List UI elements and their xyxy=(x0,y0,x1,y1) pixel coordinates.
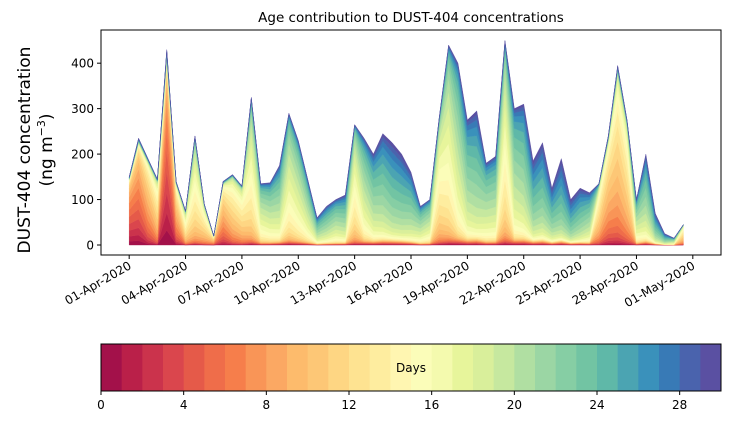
colorbar-swatch xyxy=(473,344,495,391)
colorbar-swatch xyxy=(514,344,536,391)
y-tick-label: 100 xyxy=(71,193,94,207)
y-axis-label-close: ) xyxy=(37,113,57,120)
chart-title: Age contribution to DUST-404 concentrati… xyxy=(258,10,564,26)
colorbar-tick-label: 24 xyxy=(589,398,604,412)
y-tick-label: 0 xyxy=(86,239,94,253)
colorbar-swatch xyxy=(101,344,123,391)
colorbar-frame xyxy=(100,343,722,392)
colorbar-swatch xyxy=(659,344,681,391)
x-axis-ticks: 01-Apr-202004-Apr-202007-Apr-202010-Apr-… xyxy=(62,255,697,310)
colorbar-tick-label: 28 xyxy=(672,398,687,412)
colorbar-tick-label: 20 xyxy=(507,398,522,412)
colorbar-swatch xyxy=(679,344,701,391)
y-axis-label-line2: (ng m−3) xyxy=(35,113,57,186)
colorbar: 0 4 8 12 16 20 24 28 xyxy=(97,343,722,412)
colorbar-swatch xyxy=(349,344,371,391)
colorbar-swatch xyxy=(431,344,453,391)
colorbar-tick-label: 12 xyxy=(341,398,356,412)
colorbar-swatch xyxy=(307,344,329,391)
colorbar-swatch xyxy=(597,344,619,391)
colorbar-tick-label: 8 xyxy=(263,398,271,412)
y-axis-label-exponent: −3 xyxy=(35,120,48,136)
stacked-area-layers xyxy=(128,40,684,246)
y-axis-label-line1: DUST-404 concentration xyxy=(15,47,35,254)
colorbar-swatch xyxy=(535,344,557,391)
colorbar-swatch xyxy=(576,344,598,391)
colorbar-swatch xyxy=(245,344,267,391)
colorbar-swatch xyxy=(266,344,288,391)
colorbar-swatch xyxy=(163,344,185,391)
colorbar-swatch xyxy=(452,344,474,391)
colorbar-swatch xyxy=(328,344,350,391)
y-tick-label: 400 xyxy=(71,57,94,71)
y-tick-label: 300 xyxy=(71,102,94,116)
y-axis-ticks: 0 100 200 300 400 xyxy=(71,57,101,253)
colorbar-swatch xyxy=(493,344,515,391)
colorbar-swatch xyxy=(411,344,433,391)
colorbar-swatch xyxy=(369,344,391,391)
colorbar-tick-label: 16 xyxy=(424,398,439,412)
colorbar-tick-label: 4 xyxy=(180,398,188,412)
colorbar-swatch xyxy=(121,344,143,391)
y-axis-label: DUST-404 concentration (ng m−3) xyxy=(15,47,57,254)
colorbar-swatch xyxy=(287,344,309,391)
colorbar-tick-label: 0 xyxy=(97,398,105,412)
colorbar-swatch xyxy=(638,344,660,391)
colorbar-swatch xyxy=(390,344,412,391)
colorbar-swatch xyxy=(204,344,226,391)
colorbar-swatch xyxy=(142,344,164,391)
colorbar-swatch xyxy=(183,344,205,391)
colorbar-swatch xyxy=(555,344,577,391)
y-tick-label: 200 xyxy=(71,148,94,162)
colorbar-swatch xyxy=(700,344,722,391)
colorbar-label: Days xyxy=(396,361,426,375)
colorbar-swatch xyxy=(225,344,247,391)
y-axis-label-unit: (ng m xyxy=(37,136,57,186)
area-layer-day-29 xyxy=(128,40,684,239)
colorbar-swatch xyxy=(617,344,639,391)
